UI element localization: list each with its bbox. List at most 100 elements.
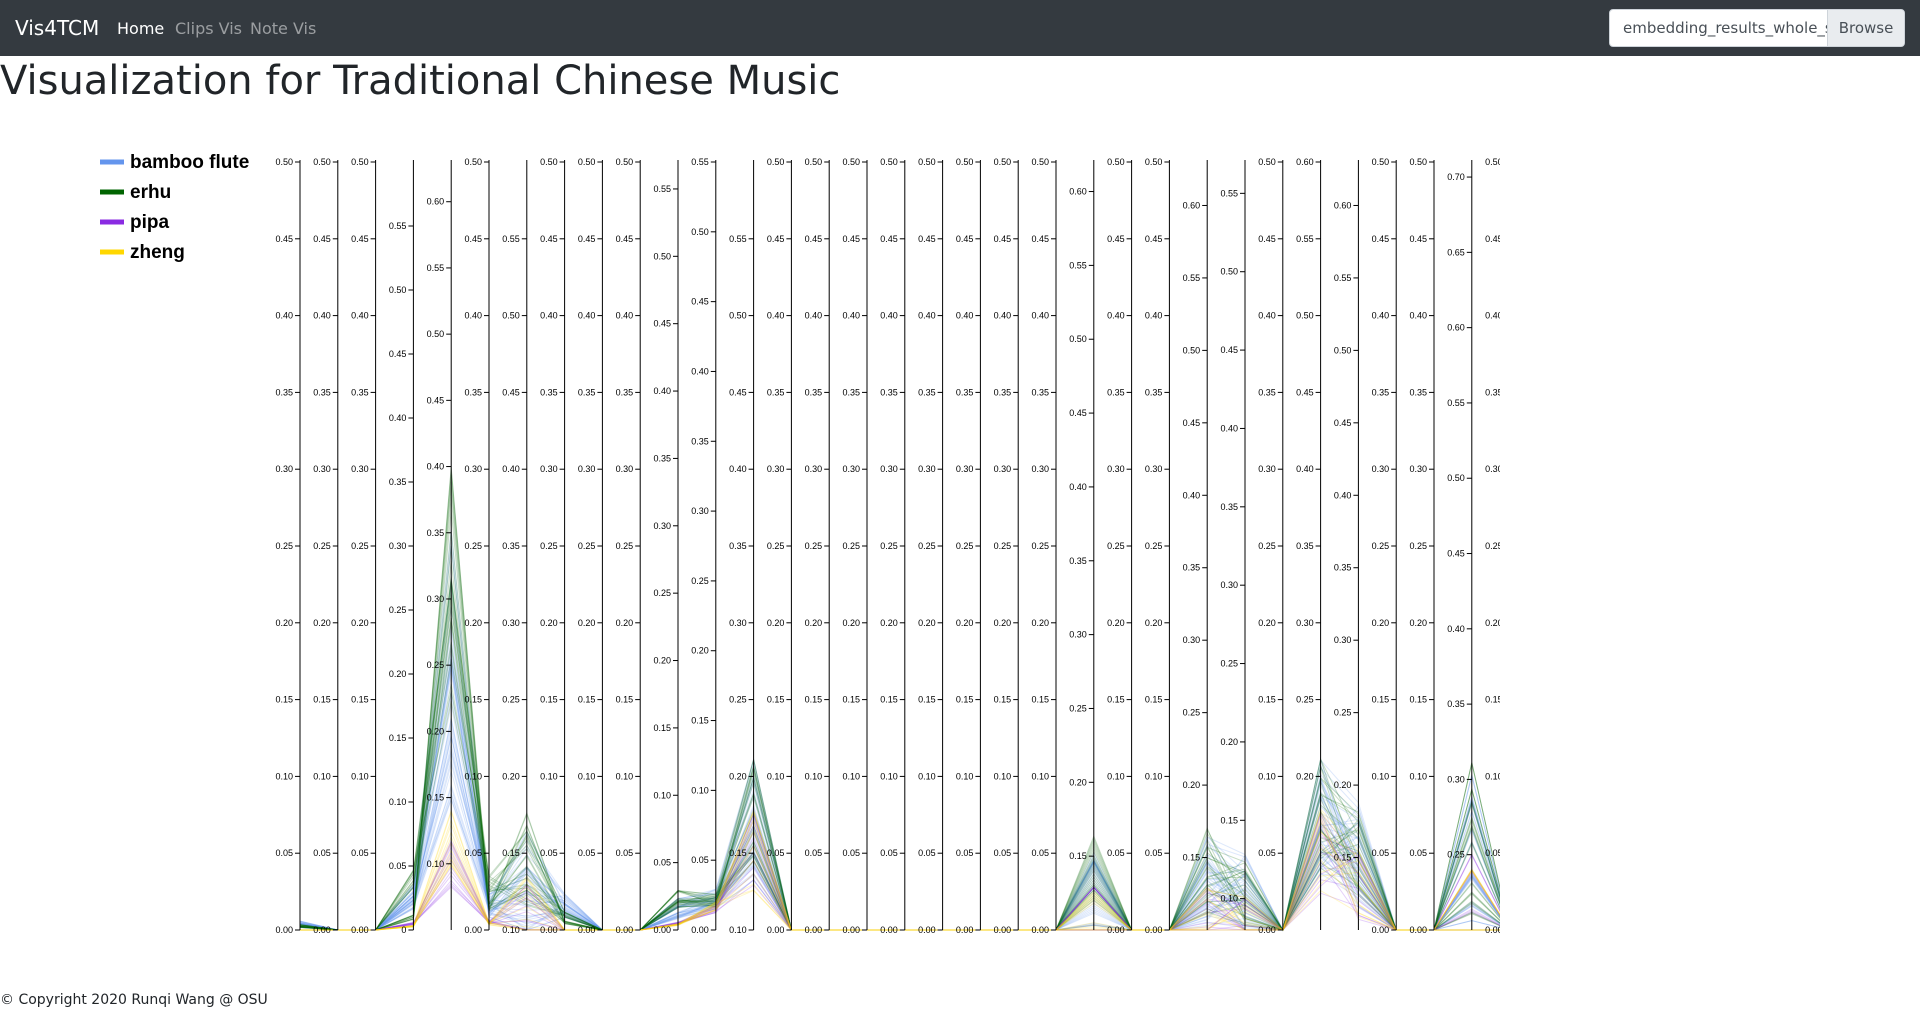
tick-label: 0.15 — [880, 695, 898, 705]
tick-label: 0.45 — [1031, 234, 1049, 244]
axis: 0.00 0.05 0.10 0.15 0.20 0.25 0.30 0.35 0.40 0.45… — [464, 157, 490, 935]
tick-label: 0.35 — [616, 387, 634, 397]
nav-note-vis[interactable]: Note Vis — [250, 19, 317, 38]
tick-label: 0.15 — [729, 848, 747, 858]
tick-label: 0.50 — [275, 157, 293, 167]
tick-label: 0.35 — [1183, 563, 1201, 573]
tick-label: 0.45 — [653, 319, 671, 329]
nav-home[interactable]: Home — [117, 19, 165, 38]
axis: 0.00 0.05 0.10 0.15 0.20 0.25 0.30 0.35 0.40 0.45… — [653, 160, 679, 935]
tick-label: 0.05 — [653, 858, 671, 868]
tick-label: 0.20 — [1485, 618, 1500, 628]
tick-label: 0.50 — [805, 157, 823, 167]
tick-label: 0.05 — [1107, 848, 1125, 858]
tick-label: 0.45 — [691, 297, 709, 307]
tick-label: 0.15 — [767, 695, 785, 705]
tick-label: 0.50 — [1258, 157, 1276, 167]
tick-label: 0.40 — [1485, 311, 1500, 321]
tick-label: 0.50 — [1220, 267, 1238, 277]
tick-label: 0.40 — [994, 311, 1012, 321]
footer: © Copyright 2020 Runqi Wang @ OSU — [0, 992, 268, 1008]
tick-label: 0.45 — [1334, 418, 1352, 428]
legend-label: zheng — [130, 242, 185, 263]
tick-label: 0.10 — [767, 771, 785, 781]
tick-label: 0.25 — [1258, 541, 1276, 551]
tick-label: 0.00 — [1372, 925, 1390, 935]
tick-label: 0.60 — [1296, 157, 1314, 167]
axis: 0.00 0.05 0.10 0.15 0.20 0.25 0.30 0.35 0.40 0.45… — [691, 157, 717, 935]
file-input-value[interactable]: embedding_results_whole_sp — [1623, 19, 1833, 37]
tick-label: 0.30 — [1145, 464, 1163, 474]
tick-label: 0.05 — [842, 848, 860, 858]
tick-label: 0.40 — [313, 311, 331, 321]
tick-label: 0.50 — [1069, 334, 1087, 344]
tick-label: 0.20 — [275, 618, 293, 628]
tick-label: 0.45 — [918, 234, 936, 244]
brand-logo[interactable]: Vis4TCM — [15, 16, 100, 40]
tick-label: 0.45 — [842, 234, 860, 244]
tick-label: 0.40 — [1372, 311, 1390, 321]
tick-label: 0.40 — [691, 366, 709, 376]
tick-label: 0.30 — [275, 464, 293, 474]
tick-label: 0.40 — [389, 413, 407, 423]
tick-label: 0.40 — [1069, 482, 1087, 492]
tick-label: 0.55 — [1183, 273, 1201, 283]
axis: 0.00 0.05 0.10 0.15 0.20 0.25 0.30 0.35 0.40 0.45… — [1031, 157, 1057, 935]
tick-label: 0.50 — [880, 157, 898, 167]
tick-label: 0.10 — [464, 771, 482, 781]
tick-label: 0.40 — [464, 311, 482, 321]
tick-label: 0.00 — [464, 925, 482, 935]
tick-label: 0.35 — [956, 387, 974, 397]
tick-label: 0.10 — [653, 790, 671, 800]
axis: 0.00 0.05 0.10 0.15 0.20 0.25 0.30 0.35 0.40 0.45… — [1485, 157, 1500, 935]
tick-label: 0.25 — [313, 541, 331, 551]
tick-label: 0.00 — [1031, 925, 1049, 935]
tick-label: 0.30 — [1107, 464, 1125, 474]
tick-label: 0.20 — [616, 618, 634, 628]
tick-label: 0.30 — [842, 464, 860, 474]
tick-label: 0.30 — [616, 464, 634, 474]
tick-label: 0.30 — [691, 506, 709, 516]
tick-label: 0.10 — [427, 859, 445, 869]
tick-label: 0.15 — [540, 695, 558, 705]
legend-label: erhu — [130, 182, 171, 203]
tick-label: 0.50 — [1031, 157, 1049, 167]
tick-label: 0.35 — [1107, 387, 1125, 397]
axis: 0.00 0.05 0.10 0.15 0.20 0.25 0.30 0.35 0.40 0.45… — [578, 157, 603, 935]
tick-label: 0.15 — [691, 716, 709, 726]
tick-label: 0.00 — [540, 925, 558, 935]
tick-label: 0.25 — [956, 541, 974, 551]
file-input[interactable]: embedding_results_whole_sp Browse — [1609, 9, 1905, 47]
tick-label: 0.00 — [918, 925, 936, 935]
tick-label: 0.25 — [842, 541, 860, 551]
tick-label: 0.40 — [918, 311, 936, 321]
tick-label: 0.15 — [1220, 815, 1238, 825]
tick-label: 0.50 — [1145, 157, 1163, 167]
tick-label: 0.10 — [918, 771, 936, 781]
tick-label: 0.55 — [427, 263, 445, 273]
tick-label: 0.25 — [351, 541, 369, 551]
tick-label: 0.10 — [1145, 771, 1163, 781]
tick-label: 0.05 — [389, 861, 407, 871]
browse-button[interactable]: Browse — [1827, 10, 1904, 46]
tick-label: 0.35 — [691, 436, 709, 446]
tick-label: 0.05 — [880, 848, 898, 858]
tick-label: 0.45 — [502, 387, 520, 397]
nav-clips-vis[interactable]: Clips Vis — [175, 19, 243, 38]
tick-label: 0.15 — [313, 695, 331, 705]
tick-label: 0.15 — [1183, 853, 1201, 863]
page-title: Visualization for Traditional Chinese Mu… — [0, 58, 841, 104]
tick-label: 0.45 — [956, 234, 974, 244]
tick-label: 0.00 — [275, 925, 293, 935]
tick-label: 0.15 — [1031, 695, 1049, 705]
tick-label: 0.35 — [1296, 541, 1314, 551]
tick-label: 0.30 — [956, 464, 974, 474]
tick-label: 0.05 — [540, 848, 558, 858]
tick-label: 0.30 — [994, 464, 1012, 474]
tick-label: 0.15 — [275, 695, 293, 705]
tick-label: 0.10 — [1409, 771, 1427, 781]
tick-label: 0.15 — [956, 695, 974, 705]
tick-label: 0.50 — [1372, 157, 1390, 167]
axis: 0.15 0.20 0.25 0.30 0.35 0.40 0.45 0.50 0.55 0.60 — [1183, 160, 1208, 930]
tick-label: 0.45 — [805, 234, 823, 244]
